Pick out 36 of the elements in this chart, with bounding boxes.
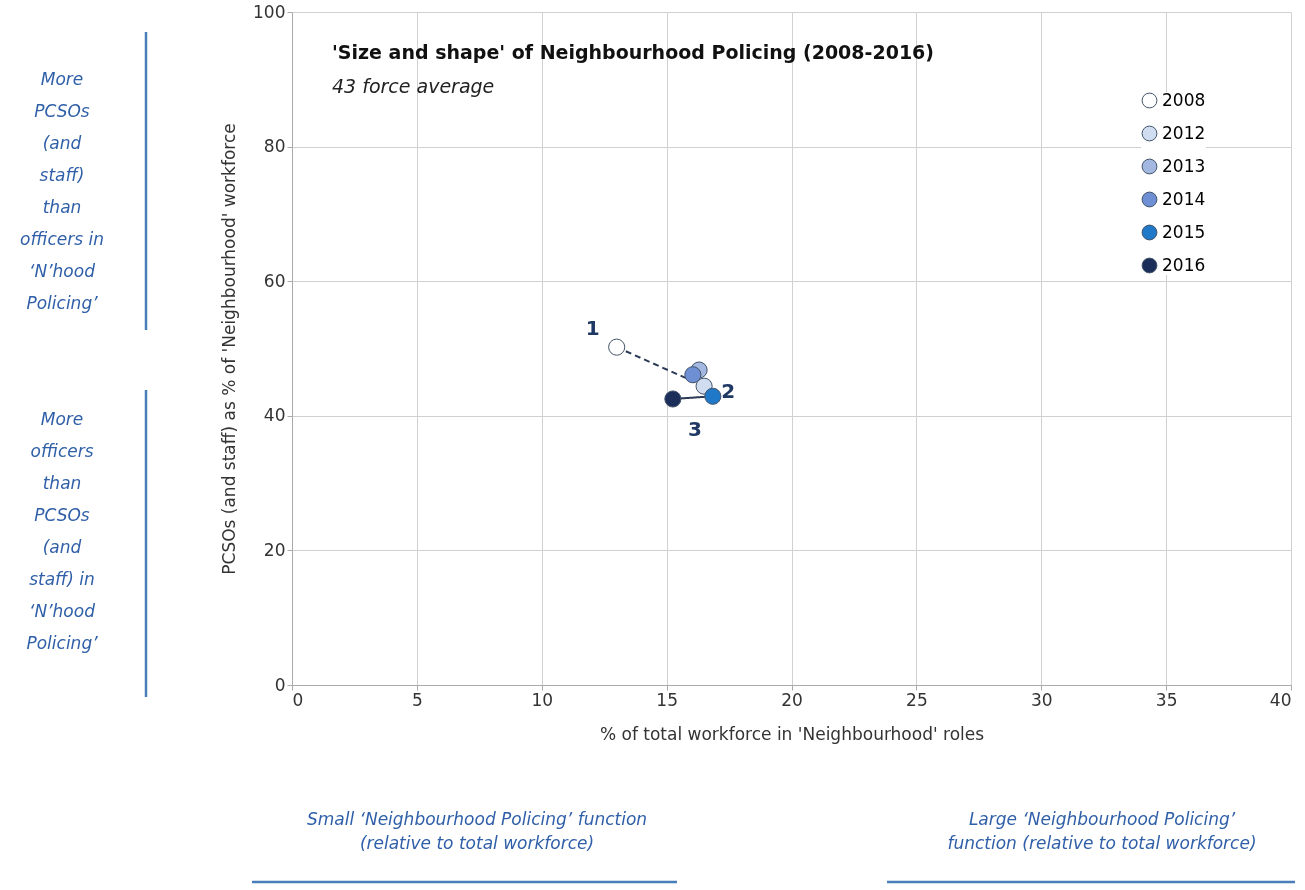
x-tick-label: 20 xyxy=(781,689,803,710)
point xyxy=(704,387,722,405)
x-axis-title: % of total workforce in 'Neighbourhood' roles xyxy=(599,723,985,744)
x-tick-label: 0 xyxy=(292,689,304,710)
x-tick-label: 15 xyxy=(656,689,678,710)
text: 43 force average xyxy=(332,75,495,97)
point xyxy=(684,366,702,384)
point xyxy=(664,390,682,408)
y-tick-label: 100 xyxy=(253,1,286,22)
x-tick-label: 10 xyxy=(531,689,554,710)
x-tick-label: 30 xyxy=(1030,689,1053,710)
legend-label: 2008 xyxy=(1162,89,1206,110)
y-tick-label: 0 xyxy=(274,674,286,695)
x-tick-label: 40 xyxy=(1269,689,1292,710)
text: More officers than PCSOs (and staff) in ‘N’hood Policing’ xyxy=(26,409,99,653)
x-tick-label: 35 xyxy=(1155,689,1178,710)
text: 'Size and shape' of Neighbourhood Policing (2008-2016) xyxy=(332,41,935,63)
x-tick-label: 25 xyxy=(906,689,928,710)
annotation: 1 xyxy=(585,316,600,341)
text: More PCSOs (and staff) than officers in ‘N’hood Policing’ xyxy=(20,69,104,313)
y-tick-label: 60 xyxy=(263,270,286,291)
y-tick-label: 20 xyxy=(263,539,286,560)
text: Small ‘Neighbourhood Policing’ function (relative to total workforce) xyxy=(306,809,648,853)
point xyxy=(608,338,626,356)
y-tick-label: 40 xyxy=(263,405,286,426)
annotation: 3 xyxy=(687,417,702,442)
y-tick-label: 80 xyxy=(263,136,286,157)
annotation: 2 xyxy=(721,379,736,404)
y-axis-title: PCSOs (and staff) as % of 'Neighbourhood' workforce xyxy=(219,123,240,575)
legend-label: 2012 xyxy=(1162,122,1206,143)
legend-label: 2015 xyxy=(1162,221,1206,242)
legend-label: 2013 xyxy=(1162,155,1206,176)
text: Large ‘Neighbourhood Policing’ function (relative to total workforce) xyxy=(947,809,1257,853)
x-tick-label: 5 xyxy=(411,689,423,710)
legend-label: 2016 xyxy=(1162,254,1206,275)
legend-label: 2014 xyxy=(1162,188,1206,209)
